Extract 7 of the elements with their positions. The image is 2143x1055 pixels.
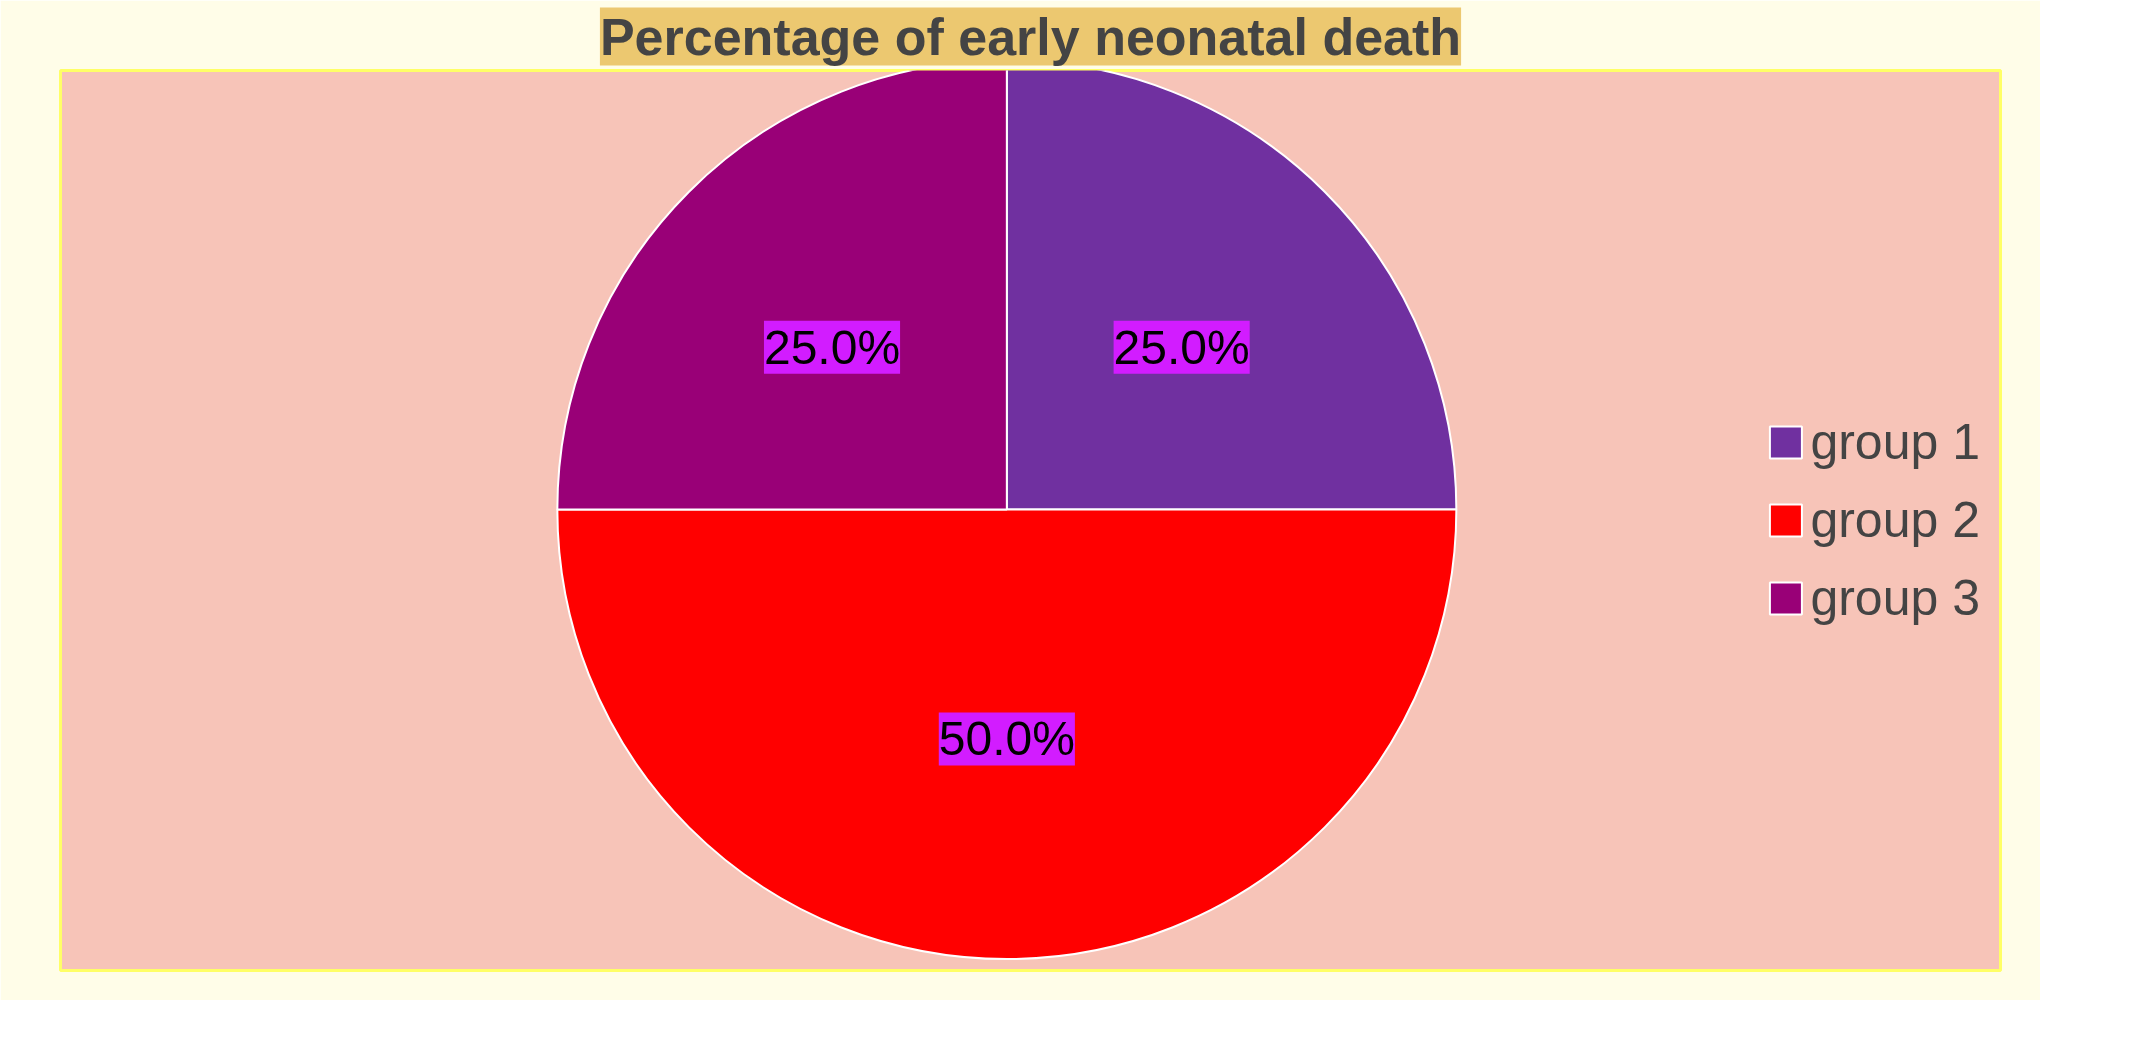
chart-title: Percentage of early neonatal death <box>599 7 1462 66</box>
data-label: 50.0% <box>938 712 1075 766</box>
data-label: 25.0% <box>1113 320 1250 374</box>
data-label: 25.0% <box>763 320 901 374</box>
legend-label: group 1 <box>1810 413 1980 471</box>
legend-label: group 3 <box>1810 569 1980 627</box>
legend-label: group 2 <box>1810 491 1980 549</box>
